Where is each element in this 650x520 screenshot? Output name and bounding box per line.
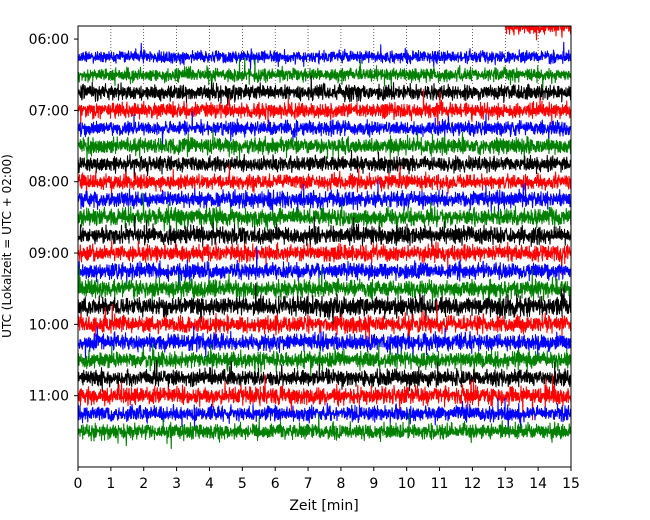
- x-tick-label: 5: [238, 476, 247, 492]
- seismogram-trace-19: [78, 374, 571, 421]
- seismogram-trace-0: [78, 41, 571, 70]
- trace-group: [78, 26, 571, 450]
- x-tick-label: 13: [496, 476, 514, 492]
- seismogram-trace-20: [78, 397, 571, 435]
- x-tick-label: 12: [463, 476, 481, 492]
- seismogram-trace-14: [78, 283, 571, 330]
- seismogram-trace-2: [78, 75, 571, 106]
- seismogram-trace-8: [78, 180, 571, 216]
- seismogram-trace-22: [504, 26, 571, 41]
- plot-frame: [77, 25, 572, 468]
- seismogram-trace-9: [78, 193, 571, 236]
- x-tick-label: 15: [562, 476, 580, 492]
- y-tick-label: 09:00: [29, 246, 69, 262]
- x-tick-label: 1: [106, 476, 115, 492]
- x-axis-ticks: 0 1 2 3 4 5 6 7 8 9 10 11 12 13 14 15: [74, 467, 580, 492]
- traces-clip: [78, 26, 571, 450]
- y-tick-label: 10:00: [29, 317, 69, 333]
- x-tick-label: 4: [205, 476, 214, 492]
- seismogram-trace-4: [78, 111, 571, 149]
- seismogram-trace-3: [78, 89, 571, 127]
- x-tick-label: 2: [139, 476, 148, 492]
- seismogram-trace-21: [78, 413, 571, 450]
- y-tick-label: 07:00: [29, 103, 69, 119]
- y-axis-ticks: 06:00 07:00 08:00 09:00 10:00 11:00: [29, 32, 78, 405]
- seismogram-trace-12: [78, 245, 571, 291]
- x-axis-label: Zeit [min]: [289, 498, 358, 514]
- y-tick-label: 11:00: [29, 389, 69, 405]
- x-tick-label: 6: [271, 476, 280, 492]
- x-tick-label: 0: [74, 476, 83, 492]
- x-tick-label: 3: [172, 476, 181, 492]
- x-tick-label: 9: [369, 476, 378, 492]
- seismogram-trace-11: [78, 240, 571, 275]
- y-axis-label: UTC (Lokalzeit = UTC + 02:00): [0, 154, 14, 338]
- seismogram-trace-7: [78, 164, 571, 198]
- x-tick-label: 11: [431, 476, 449, 492]
- seismogram-trace-13: [78, 267, 571, 309]
- seismogram-trace-1: [78, 57, 571, 91]
- x-tick-label: 8: [336, 476, 345, 492]
- x-tick-label: 7: [304, 476, 313, 492]
- seismogram-trace-18: [78, 360, 571, 395]
- y-tick-label: 08:00: [29, 175, 69, 191]
- seismogram-trace-17: [78, 342, 571, 377]
- y-tick-label: 06:00: [29, 32, 69, 48]
- seismogram-trace-16: [78, 325, 571, 363]
- x-tick-label: 14: [529, 476, 547, 492]
- seismogram-trace-15: [78, 301, 571, 344]
- x-tick-label: 10: [398, 476, 416, 492]
- seismogram-trace-6: [78, 149, 571, 180]
- seismogram-trace-10: [78, 215, 571, 253]
- seismogram-trace-5: [78, 128, 571, 166]
